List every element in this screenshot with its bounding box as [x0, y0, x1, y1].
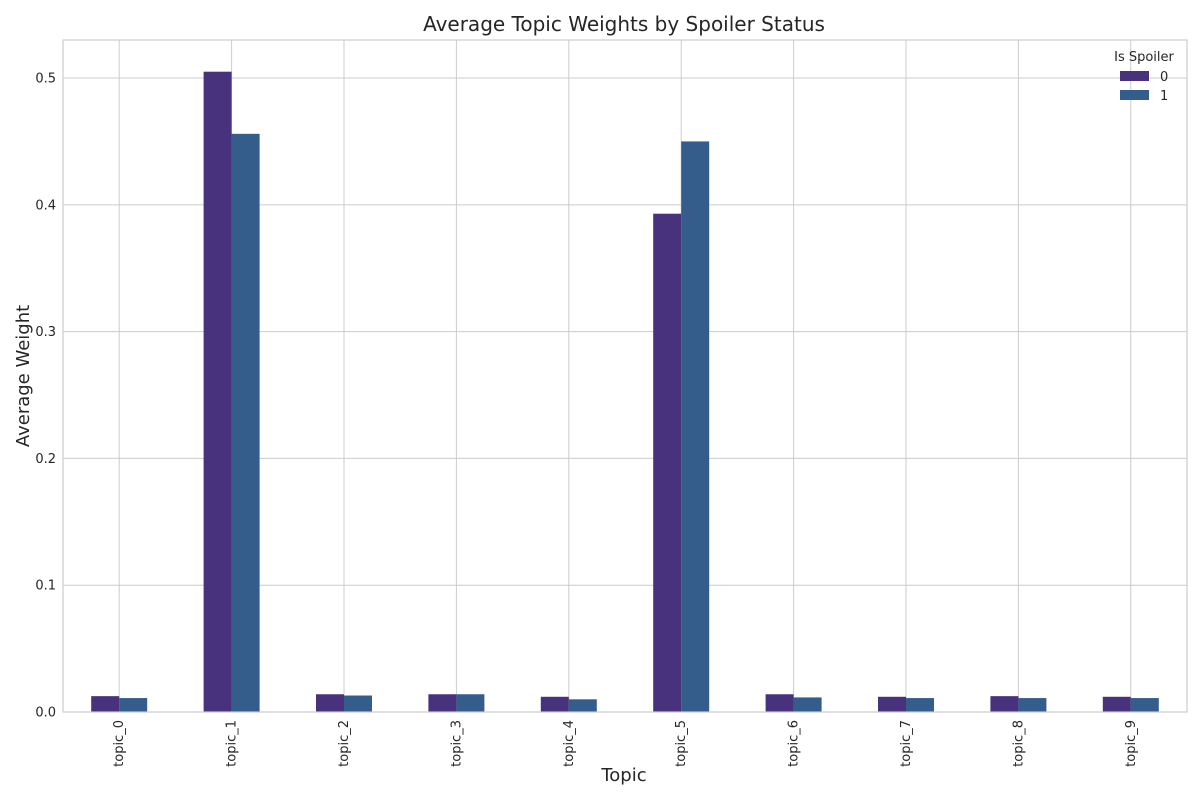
bar-series-0 — [878, 696, 906, 712]
bar-series-1 — [568, 699, 597, 712]
chart-title: Average Topic Weights by Spoiler Status — [423, 12, 825, 36]
bar-series-1 — [456, 694, 485, 712]
bar-series-0 — [91, 696, 120, 712]
y-axis-label: Average Weight — [13, 305, 34, 447]
plot-frame — [62, 39, 1188, 713]
bar-series-1 — [793, 697, 822, 712]
x-tick-label: topic_7 — [899, 720, 914, 767]
legend-items: 01 — [1120, 70, 1168, 104]
legend-label: 1 — [1160, 89, 1168, 104]
x-tick-label: topic_2 — [337, 720, 352, 767]
bar-series-0 — [653, 213, 682, 712]
legend-swatch — [1120, 90, 1149, 100]
bar-series-1 — [231, 133, 260, 712]
x-axis-label: Topic — [600, 765, 646, 786]
bar-series-0 — [540, 696, 569, 712]
y-tick-label: 0.4 — [35, 198, 56, 213]
legend-swatch — [1120, 71, 1149, 81]
bars — [91, 71, 1159, 712]
legend-label: 0 — [1160, 70, 1168, 85]
x-tick-label: topic_5 — [674, 720, 689, 767]
bar-series-0 — [1102, 696, 1131, 712]
bar-series-1 — [1018, 698, 1047, 712]
y-axis-ticks: 0.0 0.1 0.2 0.3 0.4 0.5 — [35, 72, 56, 721]
bar-series-0 — [990, 696, 1019, 712]
legend-title: Is Spoiler — [1114, 50, 1174, 65]
x-tick-label: topic_4 — [562, 720, 577, 767]
x-tick-label: topic_6 — [787, 720, 802, 767]
bar-series-0 — [428, 694, 457, 712]
y-tick-label: 0.0 — [35, 706, 56, 721]
y-tick-label: 0.2 — [35, 452, 56, 467]
x-tick-label: topic_3 — [449, 720, 464, 767]
bar-series-1 — [1130, 698, 1159, 712]
y-tick-label: 0.5 — [35, 72, 56, 87]
bar-series-0 — [316, 694, 344, 712]
x-tick-label: topic_1 — [225, 720, 240, 767]
bar-series-1 — [344, 695, 372, 712]
bar-series-1 — [906, 698, 934, 712]
bar-series-1 — [119, 698, 148, 712]
y-tick-label: 0.1 — [35, 579, 56, 594]
x-tick-label: topic_9 — [1124, 720, 1139, 767]
x-tick-label: topic_8 — [1011, 720, 1026, 767]
bar-series-0 — [203, 71, 232, 712]
x-axis-ticks: topic_0 topic_1 topic_2 topic_3 topic_4 topic… — [112, 720, 1139, 767]
x-tick-label: topic_0 — [112, 720, 127, 767]
bar-series-0 — [765, 694, 794, 712]
legend: Is Spoiler 01 — [1114, 50, 1174, 104]
y-tick-label: 0.3 — [35, 325, 56, 340]
bar-series-1 — [681, 141, 710, 712]
